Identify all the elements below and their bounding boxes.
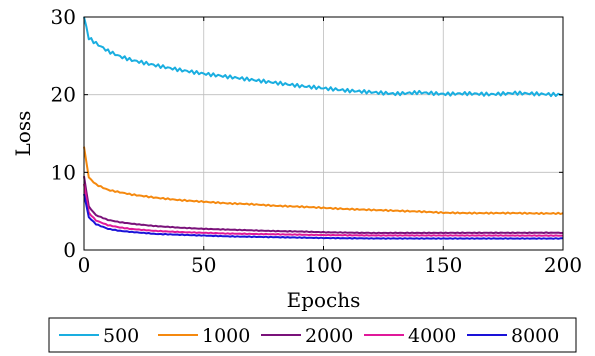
series-line-1000 <box>83 146 564 215</box>
series-lines <box>83 16 564 240</box>
series-line-8000 <box>83 193 563 240</box>
y-axis-title: Loss <box>11 111 35 157</box>
x-tick-label: 200 <box>544 253 582 277</box>
x-tick-label: 150 <box>424 253 462 277</box>
ticks: 0 50 100 150 200 0 10 20 30 <box>51 5 583 277</box>
legend-label-500: 500 <box>103 325 139 347</box>
x-tick-label: 100 <box>304 253 342 277</box>
y-tick-label: 10 <box>51 160 76 184</box>
legend-label-8000: 8000 <box>511 325 559 347</box>
x-axis-title: Epochs <box>287 288 361 312</box>
series-line-500 <box>83 16 564 98</box>
legend-label-2000: 2000 <box>305 325 353 347</box>
y-tick-label: 0 <box>63 238 76 262</box>
legend: 500 1000 2000 4000 8000 <box>48 317 577 353</box>
legend-label-1000: 1000 <box>202 325 250 347</box>
series-line-2000 <box>83 176 564 235</box>
legend-label-4000: 4000 <box>408 325 456 347</box>
y-tick-label: 30 <box>51 5 76 29</box>
x-tick-label: 50 <box>191 253 216 277</box>
x-tick-label: 0 <box>78 253 91 277</box>
series-line-4000 <box>83 183 563 237</box>
y-tick-label: 20 <box>51 83 76 107</box>
grid <box>84 17 563 250</box>
